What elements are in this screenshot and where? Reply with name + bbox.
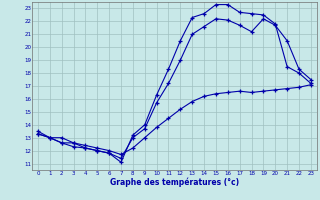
X-axis label: Graphe des températures (°c): Graphe des températures (°c) <box>110 177 239 187</box>
